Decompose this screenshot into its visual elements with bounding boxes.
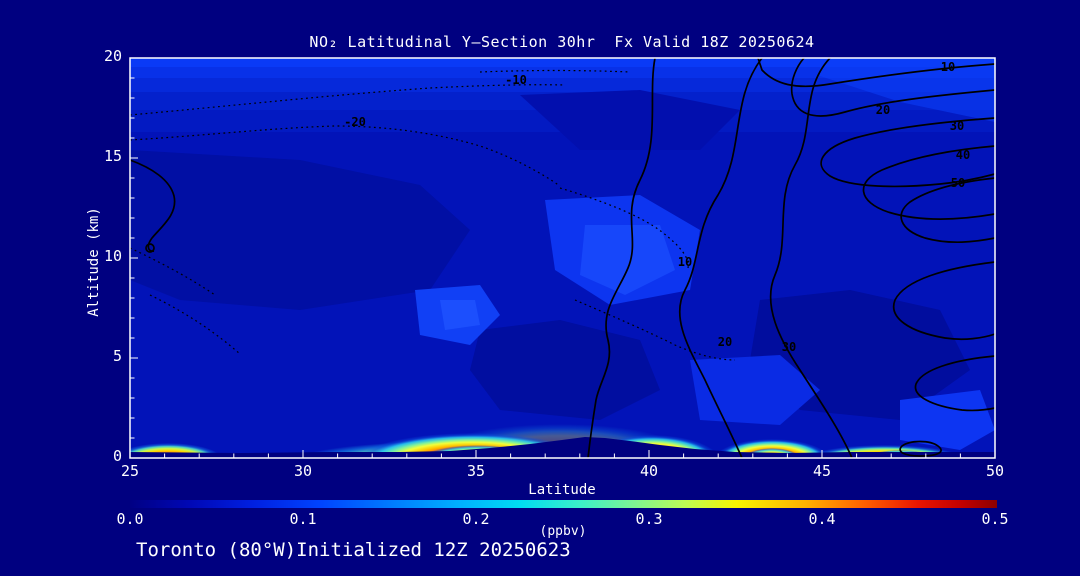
terrain-silhouette <box>130 437 995 458</box>
init-info-text: Toronto (80°W)Initialized 12Z 20250623 <box>136 539 571 561</box>
axis-tick-marks <box>130 77 961 458</box>
x-axis-title: Latitude <box>528 482 596 498</box>
chart-title: NO₂ Latitudinal Y—Section 30hr Fx Valid … <box>309 33 815 51</box>
dotted-contour-lines <box>130 69 736 361</box>
colorbar-gradient <box>130 500 997 508</box>
colorbar <box>130 500 997 508</box>
y-axis-title: Altitude (km) <box>86 207 102 317</box>
solid-contour-lines <box>130 58 995 458</box>
filled-contour-field <box>130 58 995 458</box>
colorbar-unit-label: (ppbv) <box>539 524 587 539</box>
